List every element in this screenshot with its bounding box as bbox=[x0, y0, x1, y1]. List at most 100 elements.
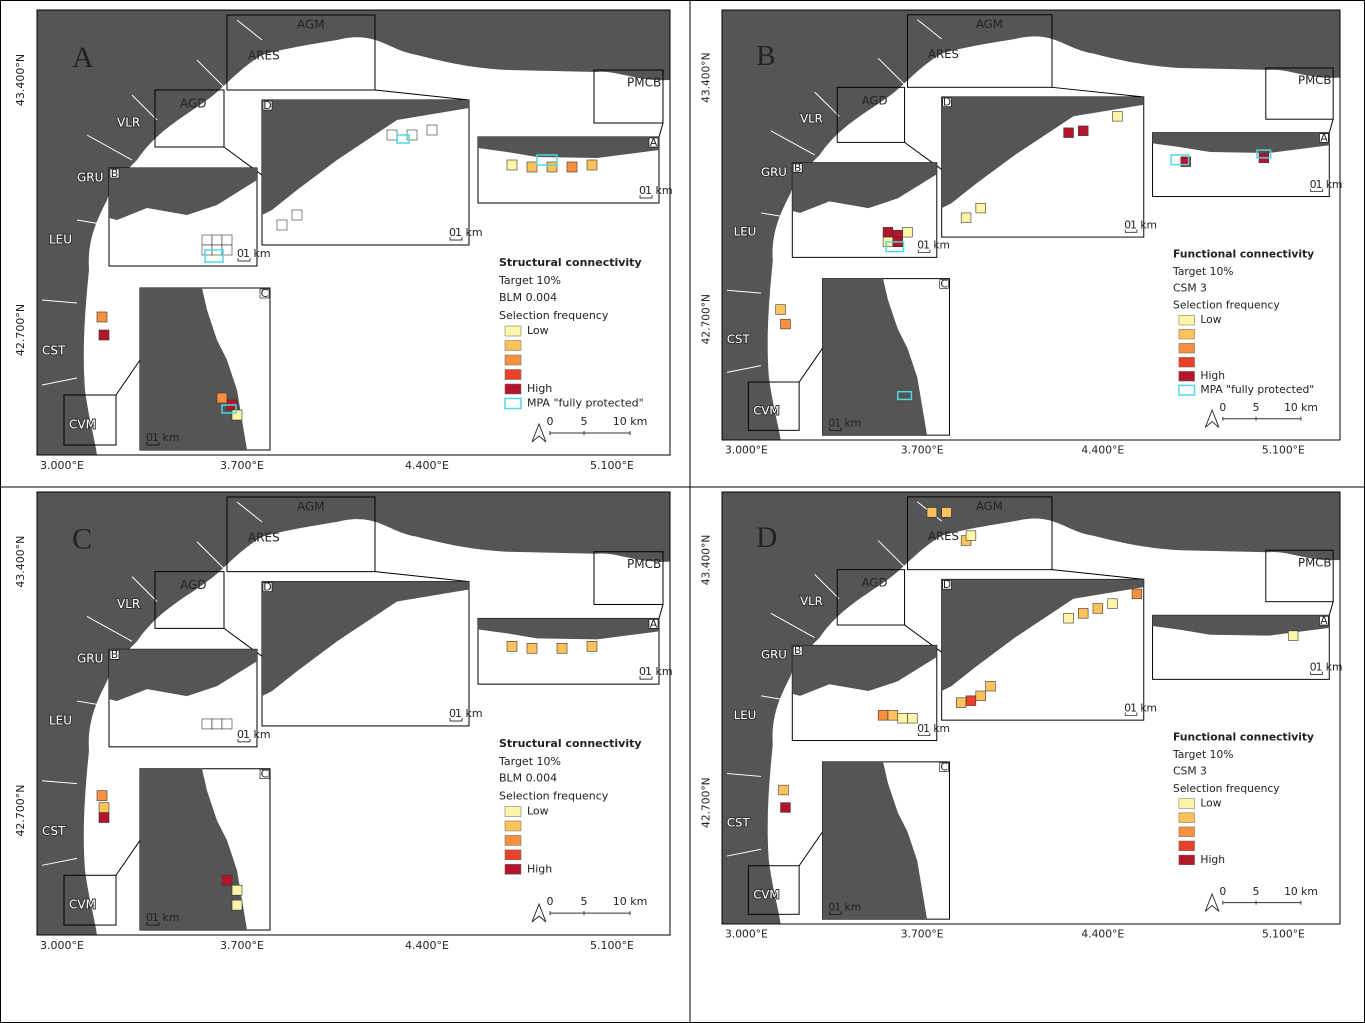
region-label: PMCB bbox=[1298, 555, 1331, 569]
inset-scale-label: 1 km bbox=[455, 226, 483, 239]
legend-swatch bbox=[1178, 371, 1195, 382]
region-label: PMCB bbox=[1298, 73, 1331, 87]
planning-unit bbox=[201, 718, 213, 730]
inset-scale-label: 1 km bbox=[243, 247, 271, 260]
legend-swatch bbox=[1178, 343, 1195, 354]
planning-unit bbox=[775, 304, 786, 315]
zone-boundary bbox=[86, 616, 133, 642]
panel-letter: B bbox=[756, 40, 776, 72]
legend-high: High bbox=[527, 382, 552, 395]
zone-boundary bbox=[814, 91, 840, 117]
region-label: LEU bbox=[49, 233, 72, 247]
planning-unit bbox=[231, 899, 243, 911]
inset-land bbox=[792, 162, 937, 213]
latitude-label: 42.700°N bbox=[14, 304, 27, 356]
zone-boundary bbox=[814, 574, 840, 600]
scale-label: 10 km bbox=[1284, 885, 1318, 898]
planning-unit bbox=[907, 713, 918, 724]
region-label: CVM bbox=[69, 418, 96, 432]
legend-swatch bbox=[504, 864, 522, 875]
inset-scale-label: 1 km bbox=[152, 431, 180, 444]
latitude-label: 42.700°N bbox=[14, 785, 27, 837]
region-label: VLR bbox=[800, 594, 823, 608]
region-label: VLR bbox=[800, 112, 823, 126]
zoom-connector bbox=[374, 89, 470, 101]
zone-boundary bbox=[760, 212, 791, 219]
latitude-label: 43.400°N bbox=[14, 54, 27, 106]
inset-label: A bbox=[650, 617, 658, 630]
longitude-label: 3.700°E bbox=[901, 928, 944, 941]
mpa-outline bbox=[536, 154, 558, 166]
inset-scale-label: 0 bbox=[1124, 702, 1131, 715]
scale-label: 5 bbox=[581, 415, 588, 428]
region-label: CST bbox=[727, 816, 751, 830]
zone-boundary bbox=[131, 576, 158, 602]
inset-scale-label: 0 bbox=[237, 728, 244, 741]
region-label: PMCB bbox=[627, 76, 661, 90]
inset-scale-label: 1 km bbox=[645, 184, 673, 197]
inset-label: C bbox=[940, 277, 947, 290]
zone-boundary bbox=[770, 612, 815, 639]
region-label: ARES bbox=[928, 47, 959, 61]
zoom-box bbox=[226, 496, 376, 573]
legend-low: Low bbox=[1200, 313, 1221, 326]
zoom-connector bbox=[798, 347, 823, 383]
region-label: CVM bbox=[69, 898, 96, 912]
mpa-outline bbox=[396, 134, 410, 144]
planning-unit bbox=[211, 234, 223, 246]
planning-unit bbox=[1287, 630, 1299, 641]
inset-scale-bar bbox=[829, 911, 842, 915]
zone-boundary bbox=[877, 57, 908, 88]
planning-unit bbox=[231, 409, 243, 421]
planning-unit bbox=[386, 129, 398, 141]
region-label: CVM bbox=[753, 404, 779, 418]
inset-land bbox=[262, 100, 469, 215]
region-label: LEU bbox=[49, 713, 72, 727]
region-label: AGD bbox=[180, 97, 207, 111]
legend-target: Target 10% bbox=[498, 755, 561, 768]
zone-boundary bbox=[196, 541, 228, 572]
inset-land bbox=[109, 168, 257, 220]
inset-scale-bar bbox=[639, 676, 653, 680]
legend-target: Target 10% bbox=[498, 274, 561, 287]
latitude-label: 43.400°N bbox=[699, 535, 712, 586]
longitude-label: 4.400°E bbox=[1081, 444, 1124, 457]
scale-label: 0 bbox=[546, 895, 553, 908]
region-label: GRU bbox=[761, 648, 787, 662]
legend-swatch bbox=[1178, 315, 1195, 326]
scale-label: 5 bbox=[1253, 401, 1260, 414]
planning-unit bbox=[221, 718, 233, 730]
planning-unit bbox=[546, 161, 558, 173]
zoom-box bbox=[63, 874, 117, 926]
inset-scale-label: 1 km bbox=[1316, 178, 1343, 191]
inset-label: D bbox=[263, 581, 271, 594]
north-arrow bbox=[531, 902, 547, 923]
longitude-label: 5.100°E bbox=[590, 939, 634, 952]
planning-unit bbox=[1063, 127, 1074, 138]
inset-label-box bbox=[259, 288, 270, 299]
longitude-label: 4.400°E bbox=[405, 939, 449, 952]
region-label: AGM bbox=[976, 499, 1003, 513]
inset-scale-label: 1 km bbox=[923, 722, 950, 735]
planning-unit bbox=[965, 695, 977, 706]
inset-label-box bbox=[262, 100, 273, 111]
inset-label: C bbox=[940, 761, 947, 774]
legend-low: Low bbox=[527, 324, 549, 337]
land bbox=[722, 492, 1340, 924]
mpa-outline bbox=[204, 249, 224, 263]
planning-unit bbox=[1112, 111, 1123, 122]
inset-land bbox=[140, 768, 247, 931]
panel-letter: D bbox=[756, 522, 777, 554]
zone-boundary bbox=[76, 700, 108, 707]
inset-scale-label: 0 bbox=[917, 239, 924, 252]
inset-label-box bbox=[648, 619, 659, 629]
inset-label-box bbox=[1319, 133, 1329, 143]
zoom-box bbox=[226, 14, 376, 91]
zone-boundary bbox=[726, 365, 762, 373]
longitude-label: 3.700°E bbox=[901, 444, 944, 457]
zone-boundary bbox=[41, 857, 78, 866]
planning-unit bbox=[1063, 613, 1074, 624]
planning-unit bbox=[586, 159, 598, 171]
panel-letter: C bbox=[72, 523, 92, 556]
